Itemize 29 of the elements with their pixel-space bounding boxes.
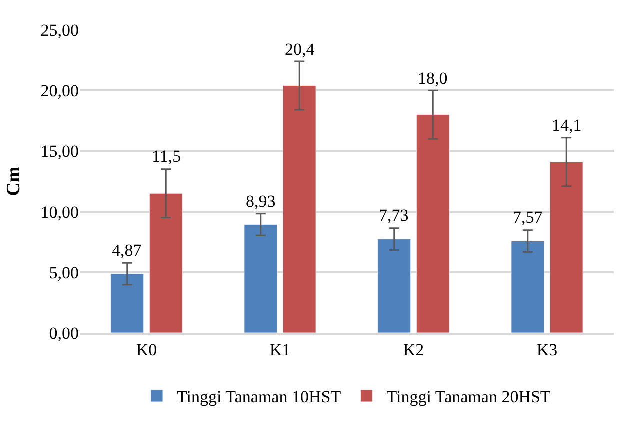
y-tick-label: 5,00	[49, 263, 79, 282]
bar	[378, 239, 412, 333]
bar	[244, 224, 278, 333]
data-label: 7,73	[379, 206, 409, 225]
y-tick-label: 25,00	[40, 20, 79, 40]
bar	[110, 274, 144, 333]
x-tick-label: K3	[536, 340, 558, 360]
data-label: 7,57	[513, 208, 544, 227]
data-label: 18,0	[418, 69, 448, 88]
data-label: 20,4	[285, 40, 316, 59]
y-tick-label: 15,00	[40, 142, 79, 162]
data-label: 11,5	[152, 147, 182, 166]
x-tick-label: K1	[270, 340, 291, 360]
x-tick-label: K2	[403, 340, 424, 360]
y-tick-label: 20,00	[40, 82, 79, 101]
bar	[511, 241, 545, 333]
y-tick-label: 10,00	[40, 202, 79, 222]
data-label: 14,1	[552, 116, 582, 135]
bar	[550, 162, 584, 333]
bar	[149, 193, 183, 333]
y-tick-label: 0,00	[49, 324, 79, 343]
data-label: 4,87	[112, 241, 142, 260]
legend-label: Tinggi Tanaman 20HST	[386, 388, 552, 407]
x-tick-label: K0	[136, 340, 158, 360]
data-label: 8,93	[246, 192, 276, 211]
y-axis-title: Cm	[4, 166, 25, 196]
bar	[416, 114, 450, 333]
legend-label: Tinggi Tanaman 10HST	[177, 388, 342, 407]
bar	[282, 86, 316, 333]
